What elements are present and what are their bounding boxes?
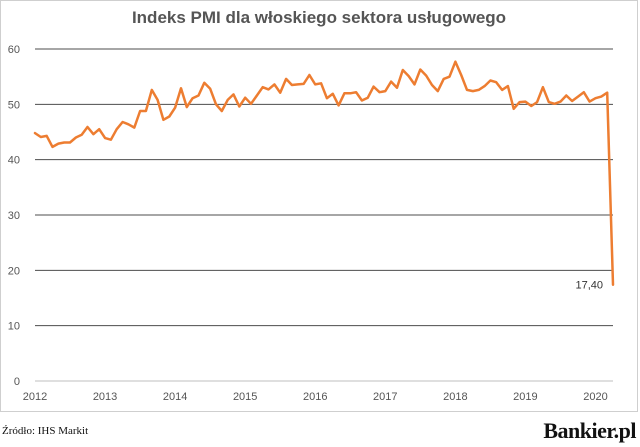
- chart-title: Indeks PMI dla włoskiego sektora usługow…: [131, 8, 507, 27]
- chart-frame: [0, 0, 638, 412]
- y-tick-label: 30: [8, 210, 20, 222]
- last-value-label: 17,40: [575, 280, 603, 292]
- x-tick-label: 2018: [443, 391, 467, 403]
- data-labels: 17,40: [575, 280, 603, 292]
- y-tick-label: 20: [8, 265, 20, 277]
- pmi-line: [33, 60, 615, 286]
- x-tick-label: 2017: [373, 391, 397, 403]
- x-tick-label: 2013: [93, 391, 117, 403]
- gridlines: [35, 48, 613, 382]
- x-axis-ticks: 2012 2013 2014 2015 2016 2017 2018 2019 2020: [23, 391, 608, 403]
- bankier-logo: Bankier.pl: [543, 418, 636, 443]
- x-tick-label: 2012: [23, 391, 47, 403]
- y-tick-label: 10: [8, 321, 20, 333]
- source-note: Źródło: IHS Markit: [2, 425, 89, 437]
- y-tick-label: 50: [8, 99, 20, 111]
- y-axis-ticks: 0 10 20 30 40 50 60: [8, 44, 20, 388]
- y-tick-label: 0: [14, 376, 20, 388]
- x-tick-label: 2014: [163, 391, 187, 403]
- x-tick-label: 2020: [583, 391, 607, 403]
- series-line: [33, 60, 615, 286]
- x-tick-label: 2016: [303, 391, 327, 403]
- x-tick-label: 2015: [233, 391, 257, 403]
- y-tick-label: 60: [8, 44, 20, 56]
- y-tick-label: 40: [8, 155, 20, 167]
- x-tick-label: 2019: [513, 391, 537, 403]
